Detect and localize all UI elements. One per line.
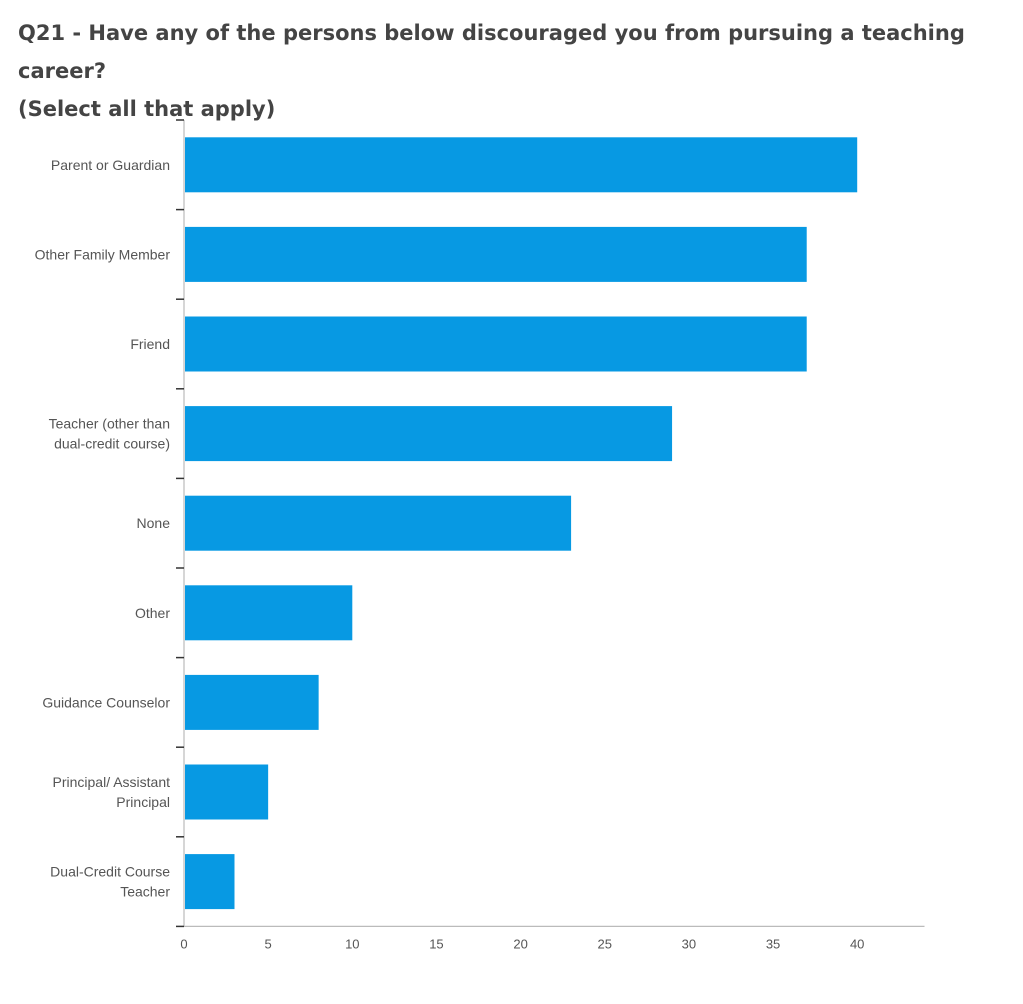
category-label-1: Parent or Guardian — [51, 157, 170, 173]
category-label-8-line-1: Principal/ Assistant — [53, 774, 171, 790]
category-label-5: None — [137, 515, 171, 531]
category-label-9-line-2: Teacher — [120, 884, 170, 900]
bar-3 — [185, 316, 807, 372]
x-tick-label-30: 30 — [682, 936, 696, 951]
x-tick-label-25: 25 — [598, 936, 612, 951]
category-label-2: Other Family Member — [35, 246, 171, 262]
category-label-6: Other — [135, 605, 170, 621]
x-tick-label-10: 10 — [345, 936, 359, 951]
category-label-3: Friend — [130, 336, 170, 352]
x-tick-label-40: 40 — [850, 936, 864, 951]
bar-6 — [185, 585, 353, 641]
x-tick-labels-group: 0 5 10 15 20 25 30 35 40 — [180, 936, 864, 951]
bars-group — [185, 137, 858, 910]
category-label-4-line-2: dual-credit course) — [54, 436, 170, 452]
bar-9 — [185, 854, 235, 910]
axes-group — [176, 119, 925, 928]
bar-7 — [185, 674, 319, 730]
x-tick-label-5: 5 — [265, 936, 272, 951]
category-label-8-line-2: Principal — [116, 794, 170, 810]
chart-title-line-2: (Select all that apply) — [18, 97, 276, 121]
bar-8 — [185, 764, 269, 820]
category-label-4-line-1: Teacher (other than — [49, 416, 170, 432]
category-label-9-line-1: Dual-Credit Course — [50, 864, 170, 880]
bar-1 — [185, 137, 858, 193]
x-tick-label-20: 20 — [513, 936, 527, 951]
x-tick-label-35: 35 — [766, 936, 780, 951]
bar-4 — [185, 406, 673, 462]
x-tick-label-15: 15 — [429, 936, 443, 951]
x-tick-label-0: 0 — [180, 936, 187, 951]
chart-title-line-1: Q21 - Have any of the persons below disc… — [18, 21, 965, 83]
chart-title: Q21 - Have any of the persons below disc… — [18, 14, 1008, 128]
category-labels-group: Parent or Guardian Other Family Member Fri… — [35, 157, 171, 900]
bar-5 — [185, 495, 572, 551]
bar-2 — [185, 226, 807, 282]
category-label-7: Guidance Counselor — [42, 694, 170, 710]
